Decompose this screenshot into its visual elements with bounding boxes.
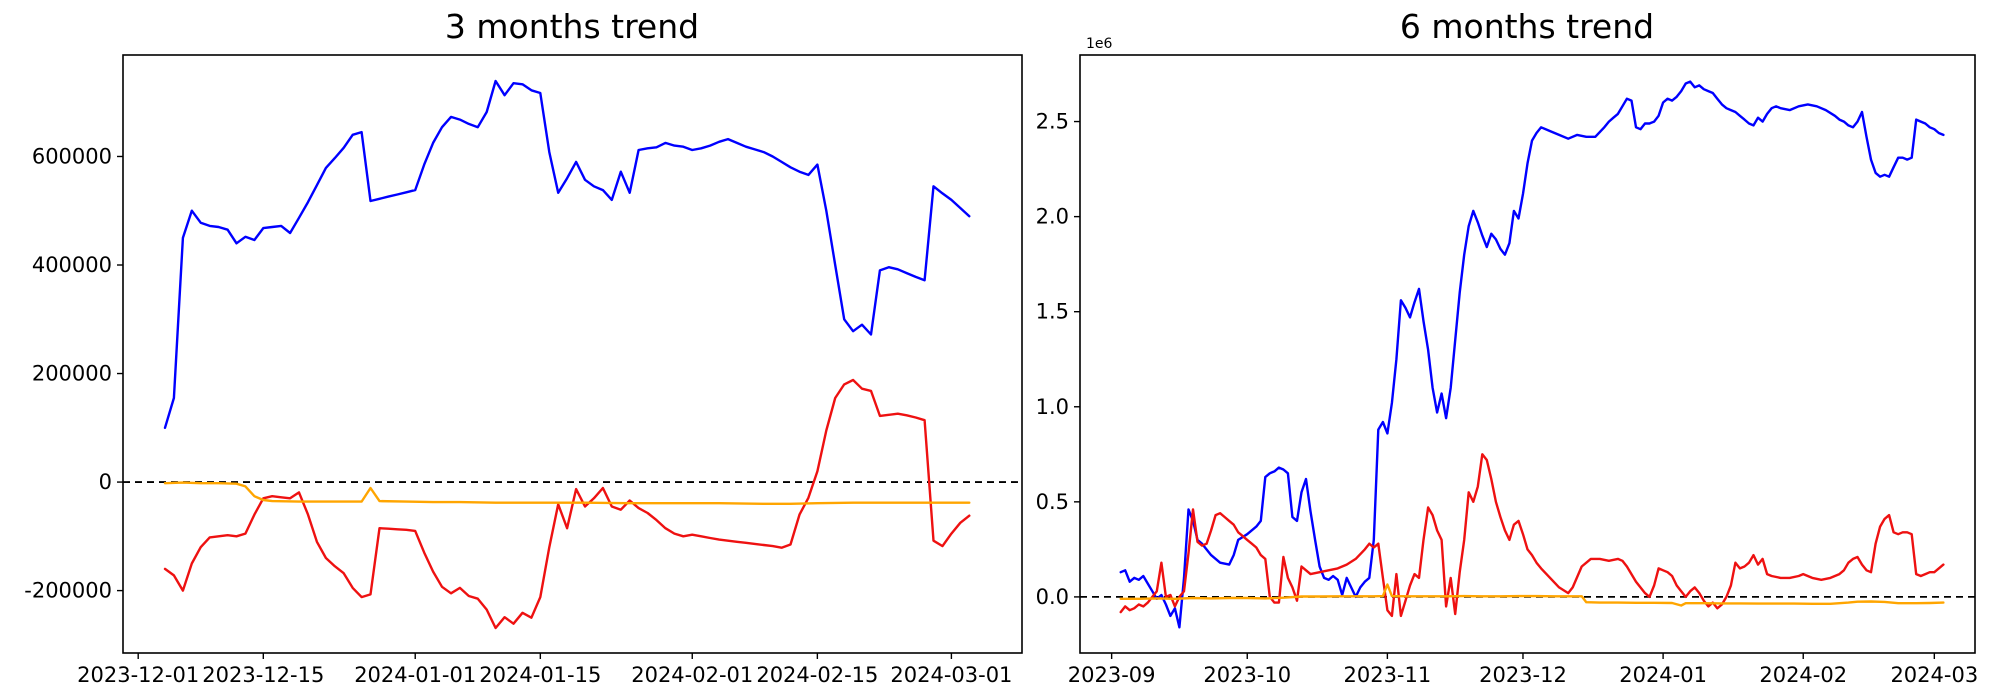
- x-tick-label: 2023-12-15: [202, 663, 324, 687]
- x-tick-label: 2024-02-15: [756, 663, 878, 687]
- series-orange-line: [1119, 583, 1945, 607]
- y-tick-label: 0.0: [1036, 585, 1069, 609]
- plot-frame: [1079, 54, 1976, 654]
- x-tick-label: 2024-02: [1759, 663, 1847, 687]
- y-tick-label: 200000: [32, 362, 112, 386]
- series-blue-line: [163, 79, 971, 429]
- series-red-line: [1119, 453, 1945, 618]
- plot-frame: [122, 54, 1023, 654]
- x-tick-label: 2024-01: [1619, 663, 1707, 687]
- chart-6-months-trend: 6 months trend 1e6 2023-09 2023-10 2023-11…: [1036, 7, 1979, 687]
- x-tick-label: 2023-12: [1479, 663, 1567, 687]
- x-tick-label: 2023-12-01: [77, 663, 199, 687]
- y-tick-label: 0.5: [1036, 490, 1069, 514]
- y-tick-label: 600000: [32, 144, 112, 168]
- y-axis-offset-label: 1e6: [1086, 36, 1113, 52]
- series-blue-line: [1119, 80, 1945, 629]
- chart-title-3-months: 3 months trend: [445, 7, 699, 46]
- y-tick-label: 1.5: [1036, 300, 1069, 324]
- y-tick-label: 1.0: [1036, 395, 1069, 419]
- chart-3-months-trend: 3 months trend 2023-12-01 2023-12-15 2024-…: [24, 7, 1023, 687]
- x-tick-label: 2024-03: [1890, 663, 1978, 687]
- x-tick-label: 2023-10: [1203, 663, 1291, 687]
- series-orange-line: [163, 481, 971, 505]
- x-tick-label: 2023-09: [1068, 663, 1156, 687]
- x-tick-label: 2024-02-01: [631, 663, 753, 687]
- x-tick-label: 2024-01-01: [354, 663, 476, 687]
- y-tick-label: -200000: [24, 579, 112, 603]
- x-tick-label: 2024-01-15: [479, 663, 601, 687]
- y-tick-label: 2.0: [1036, 205, 1069, 229]
- y-tick-label: 400000: [32, 253, 112, 277]
- x-tick-label: 2023-11: [1343, 663, 1431, 687]
- y-tick-label: 0: [99, 470, 112, 494]
- series-red-line: [163, 378, 971, 630]
- x-tick-label: 2024-03-01: [890, 663, 1012, 687]
- chart-title-6-months: 6 months trend: [1400, 7, 1654, 46]
- y-tick-label: 2.5: [1036, 110, 1069, 134]
